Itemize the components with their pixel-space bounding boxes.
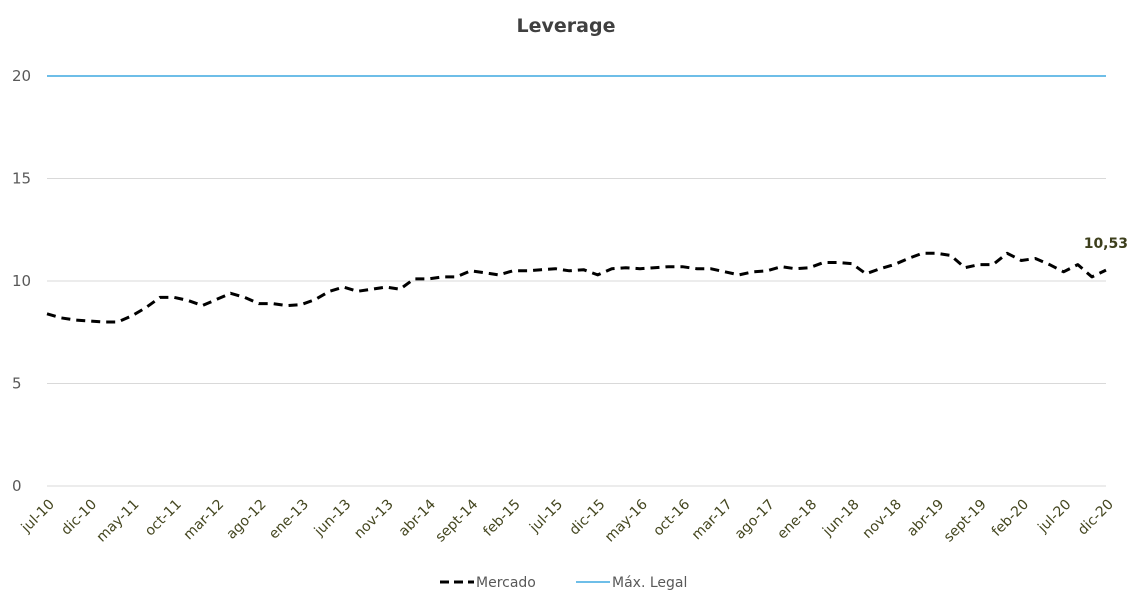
y-tick-label: 20 xyxy=(12,67,31,85)
x-tick-label: ene-13 xyxy=(266,497,312,543)
y-tick-label: 5 xyxy=(12,375,22,393)
x-tick-label: feb-20 xyxy=(989,497,1032,540)
x-tick-label: may-11 xyxy=(94,497,143,546)
legend-label: Máx. Legal xyxy=(612,575,687,591)
y-axis-ticks: 0 5 10 15 20 xyxy=(12,67,31,495)
x-tick-label: ene-18 xyxy=(774,497,820,543)
x-tick-label: dic-10 xyxy=(58,497,100,539)
legend: Mercado Máx. Legal xyxy=(440,575,687,591)
x-tick-label: oct-16 xyxy=(650,496,693,539)
x-tick-label: nov-13 xyxy=(351,497,396,542)
x-tick-label: jul-20 xyxy=(1034,497,1074,537)
y-tick-label: 0 xyxy=(12,477,22,495)
x-tick-label: dic-15 xyxy=(567,497,609,539)
chart-title: Leverage xyxy=(517,15,616,37)
y-tick-label: 15 xyxy=(12,170,31,188)
y-tick-label: 10 xyxy=(12,272,31,290)
x-tick-label: oct-11 xyxy=(142,497,185,540)
data-label: 10,53 xyxy=(1084,236,1128,252)
x-tick-label: mar-12 xyxy=(181,497,228,544)
x-tick-label: dic-20 xyxy=(1075,497,1117,539)
series-group xyxy=(46,75,1107,324)
legend-label: Mercado xyxy=(476,575,536,591)
x-tick-label: jul-10 xyxy=(18,497,58,537)
x-tick-label: mar-17 xyxy=(689,497,736,544)
x-tick-label: nov-18 xyxy=(860,497,905,542)
x-tick-label: sept-14 xyxy=(433,496,482,545)
x-tick-label: feb-15 xyxy=(480,497,523,540)
x-tick-label: ago-12 xyxy=(224,497,270,543)
data-labels: 10,53 xyxy=(1084,236,1128,252)
x-tick-label: jun-13 xyxy=(311,497,354,540)
series-line-mercado xyxy=(46,251,1107,324)
x-tick-label: jul-15 xyxy=(526,497,566,537)
x-tick-label: jun-18 xyxy=(819,497,862,540)
x-tick-label: ago-17 xyxy=(732,497,778,543)
x-tick-label: may-16 xyxy=(602,496,651,545)
x-tick-label: sept-19 xyxy=(941,497,990,546)
gridlines xyxy=(47,75,1106,487)
